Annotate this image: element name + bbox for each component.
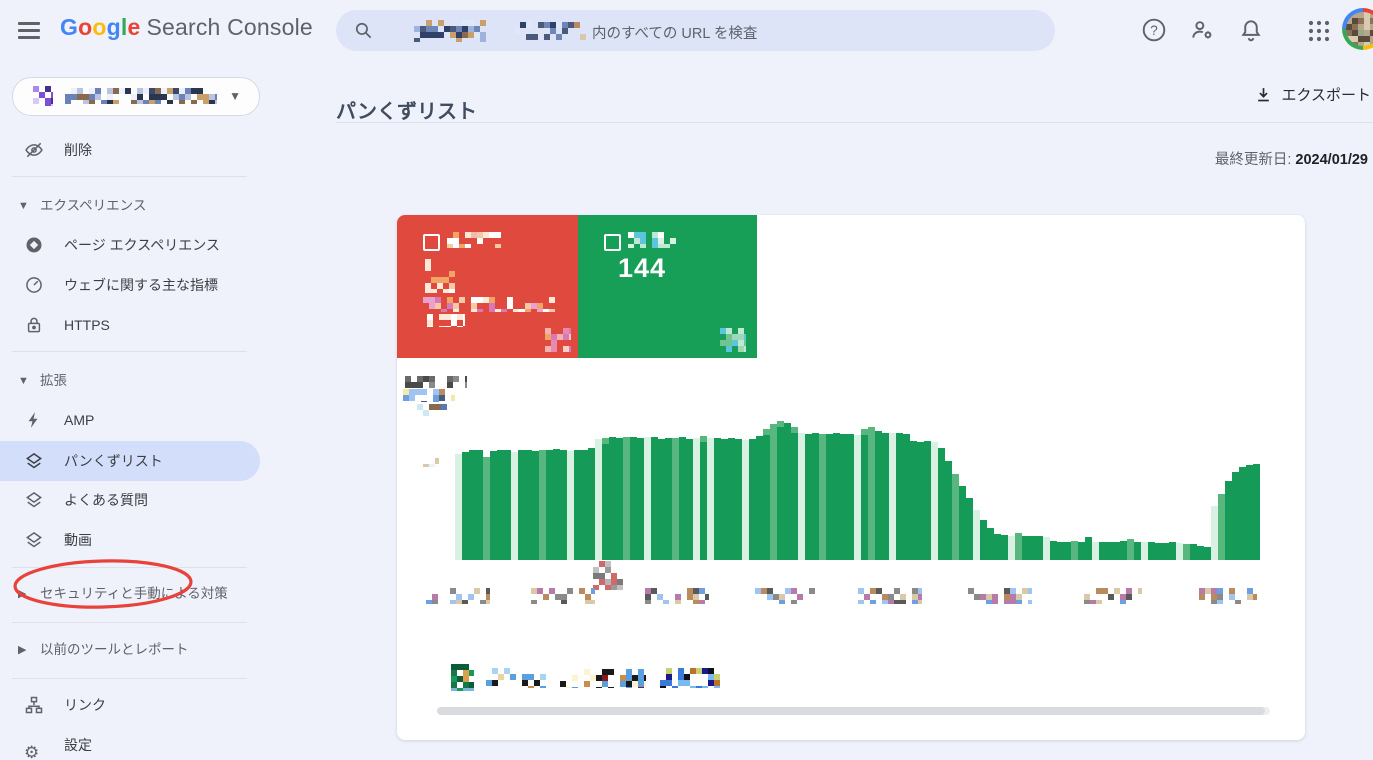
sidebar-section-legacy-tools[interactable]: ▶ 以前のツールとレポート xyxy=(0,633,260,667)
google-logo-text: Google xyxy=(60,14,141,40)
scrollbar-thumb[interactable] xyxy=(437,707,1265,715)
redacted-table-row-text1 xyxy=(486,668,546,688)
product-name: Search Console xyxy=(146,14,313,40)
redacted-error-count xyxy=(425,259,455,293)
error-tile[interactable] xyxy=(397,215,578,358)
rich-result-layers-icon xyxy=(24,530,44,550)
property-selector[interactable]: ▼ xyxy=(12,77,260,116)
links-icon xyxy=(24,695,44,715)
redacted-error-detail-line1 xyxy=(423,297,555,312)
avatar-photo xyxy=(1346,12,1373,46)
sidebar-item-video[interactable]: 動画 xyxy=(0,520,260,560)
divider xyxy=(12,567,247,568)
redacted-x-tick-6 xyxy=(968,588,1032,604)
triangle-right-icon: ▶ xyxy=(18,644,27,656)
lightning-icon xyxy=(24,410,44,430)
valid-tile[interactable]: 144 xyxy=(578,215,757,358)
divider xyxy=(12,678,247,679)
horizontal-scrollbar[interactable] xyxy=(437,707,1270,715)
sidebar-item-faq[interactable]: よくある質問 xyxy=(0,480,260,520)
sidebar-item-removals[interactable]: 削除 xyxy=(0,130,260,170)
sidebar-item-settings[interactable]: ⚙ 設定 xyxy=(0,725,260,760)
user-settings-icon[interactable] xyxy=(1189,17,1215,43)
property-favicon xyxy=(33,86,53,106)
divider xyxy=(12,176,247,177)
topbar: Google Search Console 内のすべての URL を検査 ? xyxy=(0,0,1373,61)
triangle-down-icon: ▼ xyxy=(18,200,29,212)
gear-icon: ⚙ xyxy=(24,743,40,760)
speedometer-icon xyxy=(24,275,44,295)
download-icon xyxy=(1258,88,1270,102)
redacted-chart-legend-line1 xyxy=(405,376,467,388)
rich-result-layers-icon xyxy=(24,451,44,471)
sidebar-item-label: 削除 xyxy=(64,142,92,158)
sidebar-item-links[interactable]: リンク xyxy=(0,685,260,725)
redacted-x-tick-1 xyxy=(426,588,490,604)
valid-checkbox[interactable] xyxy=(604,234,621,251)
sidebar-item-core-web-vitals[interactable]: ウェブに関する主な指標 xyxy=(0,265,260,305)
divider xyxy=(336,122,1373,123)
eye-off-icon xyxy=(24,140,44,160)
last-updated: 最終更新日: 2024/01/29 xyxy=(1214,152,1368,168)
redacted-property-url-part1 xyxy=(414,20,490,42)
notifications-icon[interactable] xyxy=(1238,17,1264,43)
redacted-valid-label xyxy=(628,232,680,248)
redacted-y-tick-2 xyxy=(423,502,439,511)
redacted-error-label xyxy=(447,232,505,248)
search-icon xyxy=(354,21,373,40)
redacted-property-name xyxy=(65,88,217,104)
sidebar-item-breadcrumbs[interactable]: パンくずリスト xyxy=(0,441,260,481)
export-button[interactable]: エクスポート xyxy=(1255,84,1371,108)
divider xyxy=(12,622,247,623)
redacted-y-tick-1 xyxy=(423,458,439,467)
redacted-x-tick-5 xyxy=(858,588,922,604)
sidebar-item-page-experience[interactable]: ページ エクスペリエンス xyxy=(0,225,260,265)
triangle-right-icon: ▶ xyxy=(18,588,27,600)
sidebar: ▼ 削除 ▼ エクスペリエンス ページ エクスペリエンス ウェブに関する主な指標 xyxy=(0,61,260,760)
redacted-chart-legend-line3 xyxy=(417,404,447,416)
valid-count: 144 xyxy=(618,253,667,283)
table-row-status-icon xyxy=(451,664,474,691)
search-placeholder: 内のすべての URL を検査 xyxy=(592,26,758,42)
valid-items-bar-chart[interactable] xyxy=(455,415,1261,560)
avatar[interactable] xyxy=(1342,8,1373,50)
redacted-chart-legend-line2 xyxy=(403,389,455,402)
sidebar-item-amp[interactable]: AMP xyxy=(0,400,260,440)
redacted-error-detail-line2 xyxy=(427,314,465,327)
divider xyxy=(12,351,247,352)
hamburger-menu-icon[interactable] xyxy=(18,21,42,39)
redacted-x-tick-2 xyxy=(531,588,595,604)
valid-trend-glyph xyxy=(720,328,746,352)
error-checkbox[interactable] xyxy=(423,234,440,251)
sidebar-section-enhancements[interactable]: ▼ 拡張 xyxy=(0,364,260,398)
lock-icon xyxy=(24,315,44,335)
redacted-table-row-text3 xyxy=(660,668,720,688)
redacted-x-tick-4 xyxy=(755,588,819,604)
svg-text:?: ? xyxy=(1150,23,1158,38)
redacted-x-tick-7 xyxy=(1078,588,1142,604)
url-inspection-searchbar[interactable]: 内のすべての URL を検査 xyxy=(336,10,1055,51)
redacted-property-url-part2 xyxy=(514,22,586,40)
page-experience-icon xyxy=(24,235,44,255)
app-logo[interactable]: Google Search Console xyxy=(60,14,313,41)
triangle-down-icon: ▼ xyxy=(18,375,29,387)
redacted-x-tick-3 xyxy=(645,588,709,604)
rich-result-layers-icon xyxy=(24,490,44,510)
redacted-cursor-blob xyxy=(593,561,631,590)
sidebar-item-https[interactable]: HTTPS xyxy=(0,305,260,345)
redacted-table-row-text2 xyxy=(560,669,646,688)
help-icon[interactable]: ? xyxy=(1141,17,1167,43)
redacted-x-tick-8 xyxy=(1193,588,1257,604)
sidebar-section-experience[interactable]: ▼ エクスペリエンス xyxy=(0,189,260,223)
page-title: パンくずリスト xyxy=(336,101,477,124)
apps-grid-icon[interactable] xyxy=(1308,20,1334,46)
sidebar-section-security[interactable]: ▶ セキュリティと手動による対策 xyxy=(0,577,260,611)
chevron-down-icon: ▼ xyxy=(229,89,241,103)
error-trend-glyph xyxy=(545,328,571,352)
